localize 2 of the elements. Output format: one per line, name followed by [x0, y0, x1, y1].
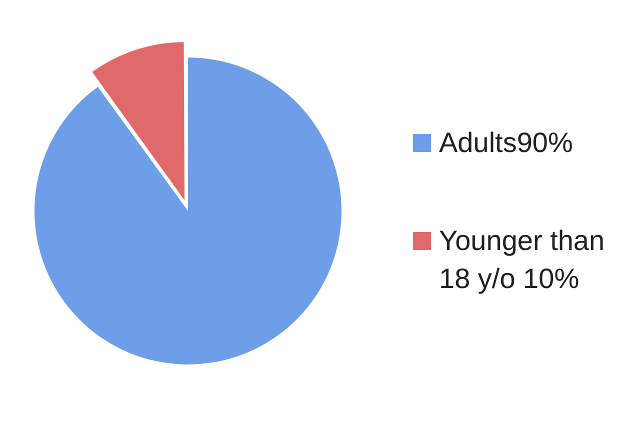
- legend-label: Adults90%: [439, 126, 573, 160]
- legend-label: Younger than 18 y/o 10%: [439, 224, 606, 296]
